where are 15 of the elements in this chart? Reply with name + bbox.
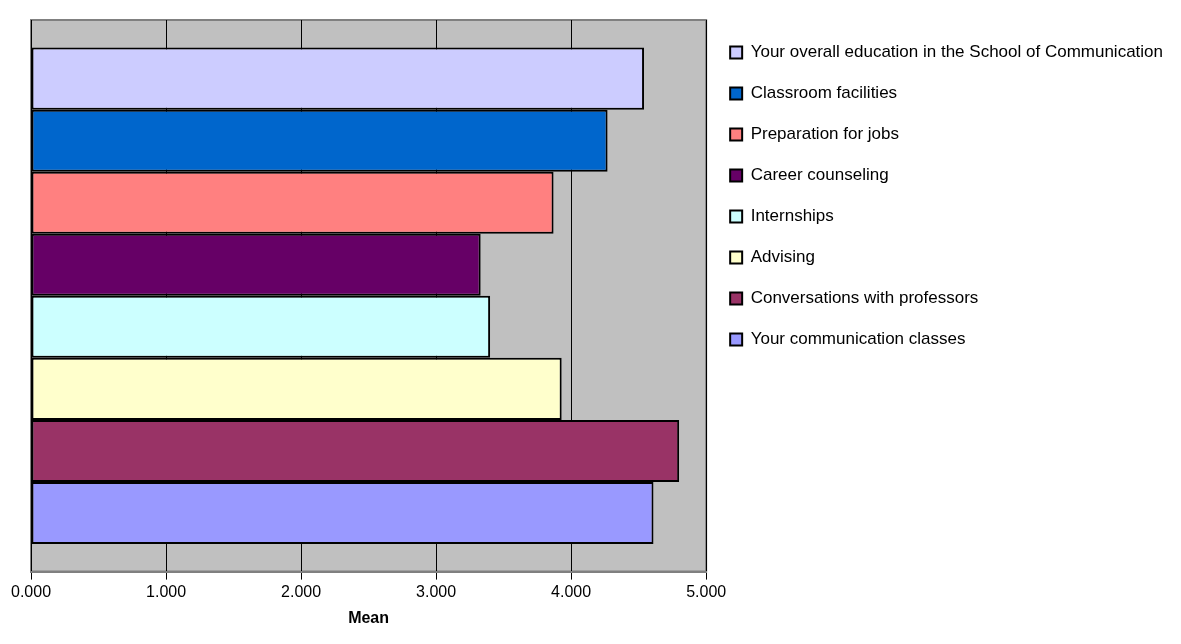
x-tick-label: 4.000 xyxy=(551,582,592,600)
x-tick-label: 3.000 xyxy=(416,582,457,600)
legend-label: Internships xyxy=(750,206,834,226)
legend-label: Preparation for jobs xyxy=(750,124,900,144)
x-tick-label: 0.000 xyxy=(11,582,52,600)
legend-label: Advising xyxy=(750,247,815,267)
x-tick-label: 2.000 xyxy=(281,582,322,600)
legend-label: Your overall education in the School of Communication xyxy=(750,42,1163,62)
legend-label: Your communication classes xyxy=(750,329,966,349)
legend-label: Classroom facilities xyxy=(750,83,898,103)
legend-label: Career counseling xyxy=(750,165,889,185)
x-tick-label: 1.000 xyxy=(146,582,187,600)
legend-label: Conversations with professors xyxy=(750,288,979,308)
x-tick-label: 5.000 xyxy=(686,582,727,600)
x-axis-title: Mean xyxy=(348,608,390,626)
